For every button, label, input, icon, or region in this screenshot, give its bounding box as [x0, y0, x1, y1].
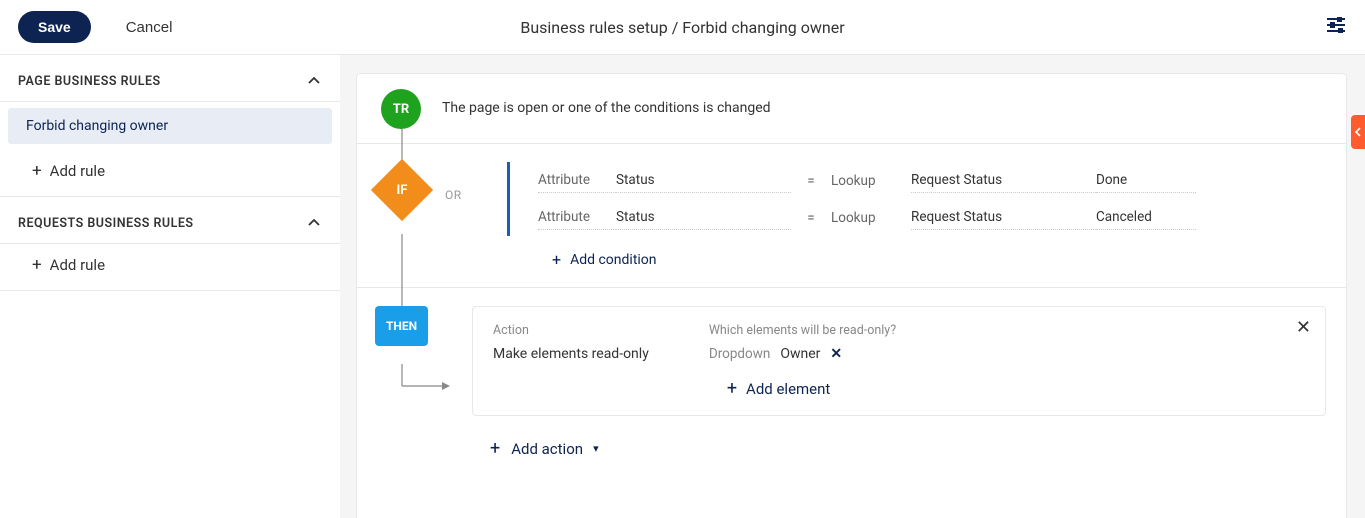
trigger-row: TR The page is open or one of the condit… [357, 74, 1346, 144]
plus-icon: + [32, 257, 42, 274]
condition-row[interactable]: Attribute Status = Lookup Request Status… [538, 199, 1326, 236]
plus-icon: + [32, 163, 42, 180]
cond-type: Lookup [831, 206, 911, 230]
section-title: REQUESTS BUSINESS RULES [18, 216, 194, 231]
save-button[interactable]: Save [18, 11, 91, 43]
remove-element-icon[interactable]: ✕ [830, 346, 842, 362]
plus-icon: + [490, 438, 500, 459]
add-action-label: Add action [511, 440, 583, 458]
chevron-up-icon [308, 73, 320, 89]
chevron-down-icon: ▾ [593, 442, 599, 455]
add-rule-label: Add rule [50, 256, 105, 274]
then-node[interactable]: THEN [375, 306, 428, 346]
cond-value[interactable]: Canceled [1096, 205, 1196, 230]
side-panel-toggle[interactable] [1351, 115, 1365, 149]
cond-value[interactable]: Done [1096, 168, 1196, 193]
trigger-text: The page is open or one of the condition… [442, 100, 771, 116]
then-block: THEN ✕ Action Make elements read-only Wh… [357, 288, 1346, 477]
canvas-inner: TR The page is open or one of the condit… [356, 73, 1347, 518]
cond-attr[interactable]: Status [616, 168, 791, 193]
cancel-button[interactable]: Cancel [126, 19, 173, 36]
add-action-button[interactable]: + Add action ▾ [490, 438, 1326, 459]
cond-attr-label: Attribute [538, 205, 616, 230]
chevron-up-icon [308, 215, 320, 231]
conditions-table: Attribute Status = Lookup Request Status… [507, 162, 1326, 236]
section-head-page-rules[interactable]: PAGE BUSINESS RULES [0, 55, 340, 102]
close-icon[interactable]: ✕ [1296, 317, 1311, 338]
if-logic-label: OR [445, 188, 462, 202]
section-head-requests-rules[interactable]: REQUESTS BUSINESS RULES [0, 197, 340, 244]
sidebar-item-forbid-changing-owner[interactable]: Forbid changing owner [8, 108, 332, 144]
cond-lookup[interactable]: Request Status [911, 205, 1096, 230]
add-element-label: Add element [746, 380, 830, 398]
cond-lookup[interactable]: Request Status [911, 168, 1096, 193]
breadcrumb: Business rules setup / Forbid changing o… [520, 18, 844, 37]
add-condition-label: Add condition [570, 252, 656, 268]
add-rule-button-page[interactable]: + Add rule [0, 150, 340, 197]
add-rule-button-requests[interactable]: + Add rule [0, 244, 340, 291]
cond-attr-label: Attribute [538, 168, 616, 193]
cond-op: = [791, 169, 831, 193]
if-node[interactable]: IF [371, 159, 433, 221]
section-title: PAGE BUSINESS RULES [18, 74, 161, 89]
action-value[interactable]: Make elements read-only [493, 346, 649, 362]
topbar: Save Cancel Business rules setup / Forbi… [0, 0, 1365, 55]
then-action-col: Action Make elements read-only [493, 323, 649, 399]
main: PAGE BUSINESS RULES Forbid changing owne… [0, 55, 1365, 518]
add-element-button[interactable]: + Add element [727, 378, 896, 399]
plus-icon: + [552, 250, 561, 269]
canvas: TR The page is open or one of the condit… [340, 55, 1365, 518]
action-label: Action [493, 323, 649, 338]
plus-icon: + [727, 378, 737, 399]
cond-attr[interactable]: Status [616, 205, 791, 230]
element-row: Dropdown Owner ✕ [709, 346, 896, 362]
element-name: Owner [780, 346, 820, 362]
if-block: IF OR Attribute Status = Lookup Request … [357, 144, 1346, 288]
settings-icon[interactable] [1327, 17, 1345, 37]
cond-op: = [791, 206, 831, 230]
elements-label: Which elements will be read-only? [709, 323, 896, 338]
condition-row[interactable]: Attribute Status = Lookup Request Status… [538, 162, 1326, 199]
cond-type: Lookup [831, 169, 911, 193]
element-type: Dropdown [709, 346, 771, 362]
then-elements-col: Which elements will be read-only? Dropdo… [709, 323, 896, 399]
trigger-node[interactable]: TR [381, 89, 421, 129]
then-card: ✕ Action Make elements read-only Which e… [472, 306, 1326, 416]
add-condition-button[interactable]: + Add condition [552, 250, 1326, 269]
add-rule-label: Add rule [50, 162, 105, 180]
sidebar: PAGE BUSINESS RULES Forbid changing owne… [0, 55, 340, 518]
